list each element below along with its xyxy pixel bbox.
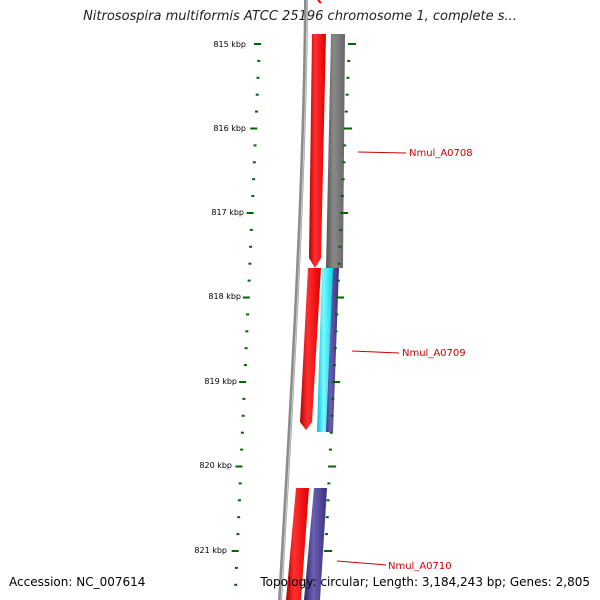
tick-label-817: 817 kbp	[211, 208, 244, 217]
map-title: Nitrosospira multiformis ATCC 25196 chro…	[83, 9, 517, 24]
label-Nmul_A0710[interactable]: Nmul_A0710	[388, 561, 452, 572]
tick-label-818: 818 kbp	[208, 292, 241, 301]
leader-Nmul_A0708	[357, 151, 407, 154]
ticks-right	[324, 43, 356, 552]
tick-label-821: 821 kbp	[194, 546, 227, 555]
leader-Nmul_A0710	[336, 560, 387, 566]
backbone-line	[278, 0, 308, 600]
backbone-highlight	[280, 0, 308, 600]
leader-Nmul_A0709	[351, 350, 400, 354]
gene-labels: Nmul_A0708 Nmul_A0709 Nmul_A0710	[336, 148, 473, 572]
label-Nmul_A0708[interactable]: Nmul_A0708	[409, 148, 473, 159]
kbp-tick-labels: 815 kbp 816 kbp 817 kbp 818 kbp 819 kbp …	[194, 40, 246, 555]
topology-text: Topology: circular; Length: 3,184,243 bp…	[260, 575, 590, 589]
accession-text: Accession: NC_007614	[9, 575, 146, 589]
gene-Nmul_A0708[interactable]	[309, 34, 326, 268]
tick-label-820: 820 kbp	[199, 461, 232, 470]
kbp-ticks-left	[231, 43, 261, 586]
gene-Nmul_A0709[interactable]	[300, 268, 321, 430]
tick-label-815: 815 kbp	[213, 40, 246, 49]
cyan-feature[interactable]	[317, 268, 333, 432]
tick-label-816: 816 kbp	[213, 124, 246, 133]
tick-label-819: 819 kbp	[204, 377, 237, 386]
gene-Nmul_A0710[interactable]	[286, 488, 309, 600]
label-Nmul_A0709[interactable]: Nmul_A0709	[402, 348, 466, 359]
